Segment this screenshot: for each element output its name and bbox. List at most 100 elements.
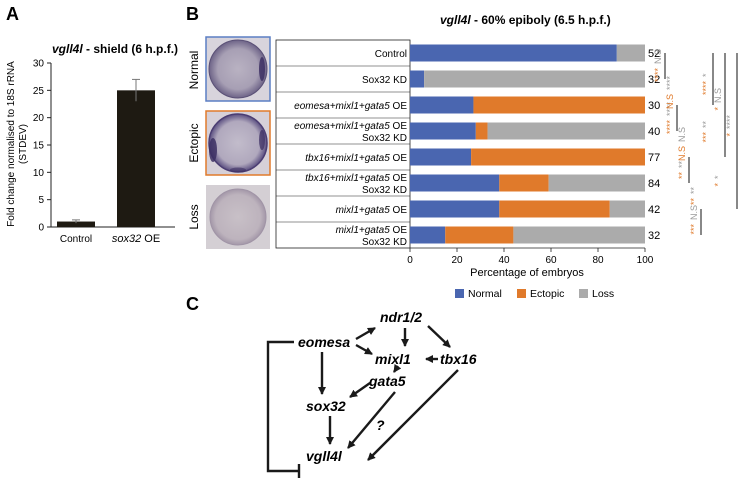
significance-ectopic: * [713,183,723,187]
bar-segment-loss [616,44,645,62]
row-label: mixl1+gata5 OE [336,225,408,236]
legend-label-ectopic: Ectopic [530,288,564,300]
row-n-value: 42 [648,204,660,216]
embryo-loss [206,185,270,249]
bar-segment-loss [424,70,645,88]
edge-gata5-sox32 [349,382,371,398]
significance-loss: ** [689,186,699,194]
panel-a-y-axis: 0 5 10 15 20 25 30 [33,59,51,234]
node-question: ? [376,417,385,433]
bar-segment-normal [410,70,425,88]
panel-b-bars [410,44,645,244]
panel-b-significance: ****N.S***************N.S******N.S*****N… [653,49,738,235]
bar-segment-loss [548,174,645,192]
bar-segment-normal [410,122,476,140]
panel-b-xtick-label: 20 [451,255,463,266]
significance-loss: N.S [653,49,663,64]
significance-label: ** ** [677,160,687,179]
row-n-value: 84 [648,178,660,190]
panel-a-bar [117,90,155,227]
significance-label: N.S N.S [677,127,687,161]
row-label: Sox32 KD [362,133,407,144]
panel-b-xtick-label: 100 [637,255,654,266]
bar-segment-ectopic [445,226,514,244]
embryo-normal [205,36,271,102]
panel-a-ylabel-line2: (STDEV) [18,124,29,164]
edge-eomesa-mixl1 [355,343,373,356]
panel-a-bar [57,221,95,227]
row-label: Sox32 KD [362,185,407,196]
significance-label: *** N.S [689,205,699,235]
edge-ndr12-tbx16 [427,325,451,348]
panel-b-xtick-label: 40 [498,255,510,266]
significance-loss: **** [665,75,675,90]
embryo-label-normal: Normal [187,51,201,90]
legend-swatch-loss [579,289,588,298]
panel-a-ytick-label: 5 [38,195,44,206]
node-eomesa: eomesa [298,334,350,350]
significance-ectopic: *** [689,224,699,235]
legend-swatch-normal [455,289,464,298]
panel-a-xtick-sox32: sox32 OE [112,233,160,245]
panel-a-ytick-label: 25 [33,86,45,97]
significance-label: ** [713,175,723,187]
edge-eomesa-vgll4l-repression [266,340,299,473]
panel-a-ytick-label: 30 [33,59,45,70]
bar-segment-normal [410,200,500,218]
node-vgll4l: vgll4l [306,448,343,464]
significance-ectopic: ** [689,198,699,206]
legend-swatch-ectopic [517,289,526,298]
significance-loss: ** [677,160,687,168]
panel-b-letter: B [186,4,199,24]
row-label: tbx16+mixl1+gata5 OE [305,173,407,184]
panel-b-xtick-label: 0 [407,255,413,266]
row-n-value: 32 [648,74,660,86]
significance-ectopic: * [713,107,723,111]
panel-a-bars [57,78,155,227]
node-sox32: sox32 [306,398,346,414]
row-n-value: 52 [648,48,660,60]
bar-segment-ectopic [473,96,645,114]
panel-b-n-values: 52 32 30 40 77 84 42 32 [648,48,660,242]
panel-b-legend: Normal Ectopic Loss [455,288,614,300]
bar-segment-ectopic [499,174,549,192]
significance-loss: * [713,175,723,179]
node-tbx16: tbx16 [440,351,477,367]
row-label: eomesa+mixl1+gata5 OE [294,101,407,112]
significance-ectopic: ** [677,172,687,180]
bar-segment-ectopic [499,200,610,218]
embryo-label-loss: Loss [187,204,201,229]
row-label: Sox32 KD [362,237,407,248]
panel-a-ylabel-line1: Fold change normalised to 18S rRNA [6,61,17,227]
panel-a-letter: A [6,4,19,24]
edge-mixl1-gata5 [393,363,402,373]
significance-loss: N.S [677,127,687,142]
edge-tbx16-vgll4l [367,369,459,461]
bar-segment-ectopic [471,148,645,166]
node-ndr12: ndr1/2 [380,309,422,325]
bar-segment-normal [410,226,446,244]
legend-label-normal: Normal [468,288,502,300]
edge-eomesa-ndr12 [355,326,376,341]
panel-a: A vgll4l - shield (6 h.p.f.) Fold change… [6,4,178,245]
bar-segment-normal [410,96,474,114]
panel-a-ytick-label: 0 [38,223,44,234]
embryo-label-ectopic: Ectopic [187,123,201,162]
panel-c: C eomesa ndr1/2 mixl1 tbx16 gata5 sox32 … [186,294,477,478]
significance-loss: **** [665,101,675,116]
panel-b: B vgll4l - 60% epiboly (6.5 h.p.f.) Norm… [186,4,738,300]
significance-label: ***** [701,73,711,95]
bar-segment-normal [410,148,472,166]
node-gata5: gata5 [368,373,406,389]
panel-a-ytick-label: 15 [33,141,45,152]
significance-ectopic: **** [665,120,675,135]
panel-b-xtick-label: 80 [592,255,604,266]
panel-a-ytick-label: 20 [33,113,45,124]
node-mixl1: mixl1 [375,351,411,367]
bar-segment-loss [513,226,645,244]
significance-label: ** ** [689,186,699,205]
panel-b-xtick-label: 60 [545,255,557,266]
row-label: eomesa+mixl1+gata5 OE [294,121,407,132]
